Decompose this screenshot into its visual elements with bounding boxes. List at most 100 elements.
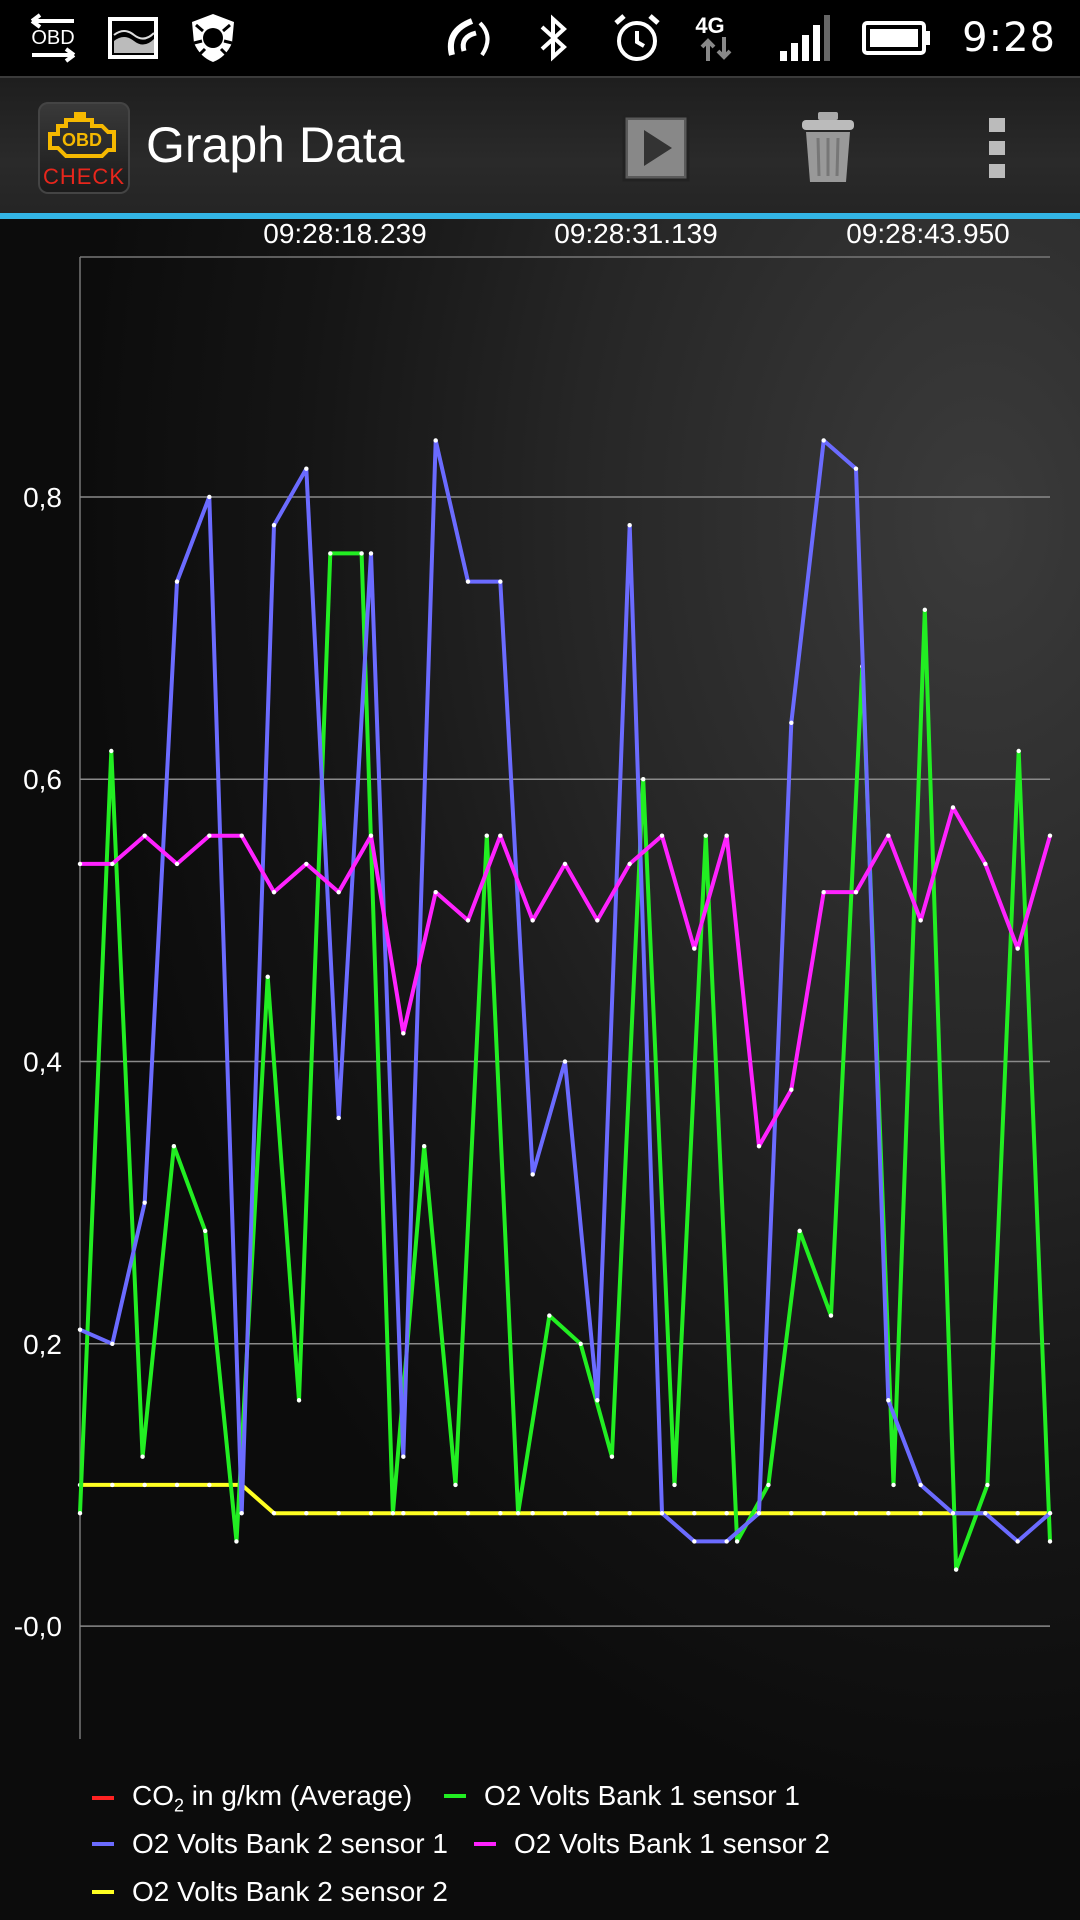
legend-item-co2: CO2 in g/km (Average) xyxy=(92,1780,412,1817)
data-point xyxy=(390,1510,396,1516)
data-point xyxy=(140,1454,145,1459)
alarm-icon xyxy=(610,11,664,65)
data-point xyxy=(985,1482,990,1488)
data-point xyxy=(918,1510,923,1516)
security-shield-icon xyxy=(186,11,240,65)
data-point xyxy=(627,861,632,867)
data-point xyxy=(672,1482,677,1488)
action-bar: OBD CHECK Graph Data xyxy=(0,76,1080,218)
data-point xyxy=(595,1510,600,1516)
legend-item-bank1-sensor1: O2 Volts Bank 1 sensor 1 xyxy=(444,1780,800,1812)
data-point xyxy=(692,946,697,951)
legend-item-bank2-sensor1: O2 Volts Bank 2 sensor 1 xyxy=(92,1828,448,1860)
data-point xyxy=(77,1327,83,1332)
time-label: 09:28:18.239 xyxy=(263,219,427,249)
overflow-menu-icon xyxy=(989,118,1005,178)
svg-text:OBD: OBD xyxy=(62,130,102,150)
data-point xyxy=(401,1454,406,1459)
data-point xyxy=(498,579,503,584)
data-point xyxy=(828,1313,834,1318)
data-point xyxy=(77,1510,83,1516)
bluetooth-icon xyxy=(526,11,580,65)
data-point xyxy=(578,1341,583,1347)
signal-icon xyxy=(778,11,832,65)
graph-area[interactable]: 0,8 0,6 0,4 0,2 -0,0 09:28:18.239 09:28:31.139… xyxy=(0,218,1080,1759)
data-point xyxy=(368,833,374,838)
data-point xyxy=(465,1510,471,1516)
legend-swatch-co2 xyxy=(92,1796,114,1801)
data-point xyxy=(498,1510,503,1516)
data-point xyxy=(465,579,471,584)
obd-transfer-icon: OBD xyxy=(26,11,80,65)
data-point xyxy=(595,918,600,923)
y-tick-label: 0,8 xyxy=(23,482,62,513)
data-point xyxy=(359,551,364,556)
data-point xyxy=(789,1510,794,1516)
time-label: 09:28:31.139 xyxy=(554,219,718,249)
data-point xyxy=(174,579,180,584)
gallery-icon xyxy=(106,11,160,65)
data-point xyxy=(271,1510,277,1516)
overflow-menu-button[interactable] xyxy=(955,106,1039,190)
data-point xyxy=(659,833,665,838)
data-point xyxy=(336,1115,341,1121)
data-point xyxy=(336,1510,341,1516)
data-point xyxy=(304,861,309,867)
data-point xyxy=(821,1510,826,1516)
data-point xyxy=(336,889,341,895)
data-point xyxy=(627,1510,632,1516)
data-point xyxy=(659,1510,665,1516)
data-point xyxy=(110,1482,115,1488)
battery-icon xyxy=(862,11,932,65)
delete-button[interactable] xyxy=(786,106,870,190)
data-point xyxy=(304,1510,309,1516)
data-point xyxy=(853,466,859,471)
data-point xyxy=(433,1510,438,1516)
data-point xyxy=(886,1510,891,1516)
data-point xyxy=(530,918,535,923)
data-point xyxy=(724,1510,729,1516)
data-point xyxy=(724,1539,729,1544)
data-point xyxy=(498,833,503,838)
data-point xyxy=(202,1228,208,1234)
data-point xyxy=(692,1510,697,1516)
legend-item-bank1-sensor2: O2 Volts Bank 1 sensor 2 xyxy=(474,1828,830,1860)
data-point xyxy=(595,1398,600,1403)
data-point xyxy=(692,1539,697,1544)
data-point xyxy=(239,1510,244,1516)
data-point xyxy=(627,522,632,528)
data-point xyxy=(918,918,923,923)
data-point xyxy=(174,1482,180,1488)
data-point xyxy=(465,918,471,923)
series-line-o2-volts-bank-2-sensor-1 xyxy=(79,438,1052,1544)
data-point xyxy=(821,438,826,443)
data-point xyxy=(239,833,244,838)
data-point xyxy=(401,1031,406,1036)
data-point xyxy=(1016,748,1021,754)
data-point xyxy=(207,1482,212,1488)
status-clock: 9:28 xyxy=(962,15,1056,61)
nfc-icon xyxy=(442,11,496,65)
data-point xyxy=(271,889,277,895)
data-point xyxy=(562,1059,568,1064)
play-icon xyxy=(622,114,690,182)
o2-graph[interactable]: 0,8 0,6 0,4 0,2 -0,0 09:28:18.239 09:28:31.139… xyxy=(0,218,1080,1759)
data-point xyxy=(234,1539,239,1544)
data-point xyxy=(562,1510,568,1516)
data-point xyxy=(174,861,180,867)
data-point xyxy=(797,1228,802,1234)
play-button[interactable] xyxy=(614,106,698,190)
svg-text:4G: 4G xyxy=(695,13,724,38)
data-point xyxy=(734,1539,740,1544)
data-point xyxy=(110,861,115,867)
data-point xyxy=(853,1510,859,1516)
data-point xyxy=(756,1510,762,1516)
data-point xyxy=(853,889,859,895)
legend-swatch-bank2-sensor2 xyxy=(92,1890,114,1894)
data-point xyxy=(641,777,646,782)
app-logo[interactable]: OBD CHECK xyxy=(38,102,130,194)
status-bar: OBD xyxy=(0,0,1080,76)
data-point xyxy=(766,1482,771,1488)
data-point xyxy=(142,1200,147,1205)
data-point xyxy=(530,1172,535,1177)
